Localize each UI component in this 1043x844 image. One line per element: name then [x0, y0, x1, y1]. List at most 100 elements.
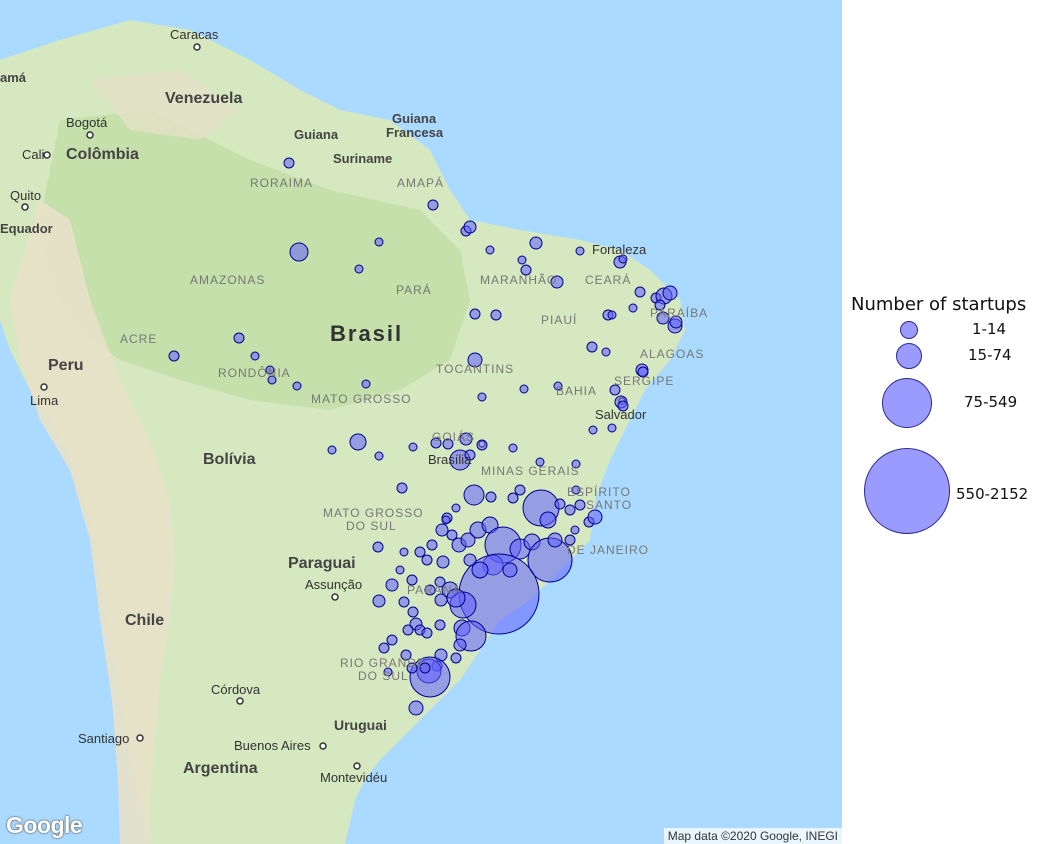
startup-bubble[interactable] — [408, 442, 418, 452]
startup-bubble[interactable] — [289, 242, 309, 262]
startup-bubble[interactable] — [485, 491, 497, 503]
startup-bubble[interactable] — [421, 554, 433, 566]
startup-bubble[interactable] — [618, 254, 628, 264]
startup-bubble[interactable] — [654, 299, 666, 311]
startup-bubble[interactable] — [434, 576, 446, 588]
startup-bubble[interactable] — [419, 662, 431, 674]
startup-bubble[interactable] — [574, 499, 586, 511]
startup-bubble[interactable] — [554, 498, 566, 510]
startup-bubble[interactable] — [517, 255, 527, 265]
startup-bubble[interactable] — [446, 529, 458, 541]
startup-bubble[interactable] — [463, 553, 477, 567]
startup-bubble[interactable] — [469, 308, 481, 320]
startup-bubble[interactable] — [398, 596, 410, 608]
startup-bubble[interactable] — [354, 264, 364, 274]
startup-bubble[interactable] — [607, 310, 617, 320]
startup-bubble[interactable] — [467, 352, 483, 368]
startup-bubble[interactable] — [402, 624, 414, 636]
startup-bubble[interactable] — [571, 459, 581, 469]
startup-bubble[interactable] — [424, 584, 436, 596]
startup-bubble[interactable] — [539, 511, 557, 529]
startup-bubble[interactable] — [547, 532, 563, 548]
startup-bubble[interactable] — [588, 425, 598, 435]
startup-bubble[interactable] — [406, 574, 418, 586]
startup-bubble[interactable] — [570, 525, 580, 535]
startup-bubble[interactable] — [586, 341, 598, 353]
startup-bubble[interactable] — [529, 236, 543, 250]
startup-bubble[interactable] — [550, 275, 564, 289]
startup-bubble[interactable] — [628, 303, 638, 313]
startup-bubble[interactable] — [434, 619, 446, 631]
startup-bubble[interactable] — [400, 649, 412, 661]
startup-bubble[interactable] — [406, 662, 418, 674]
startup-bubble[interactable] — [490, 309, 502, 321]
startup-bubble[interactable] — [450, 652, 462, 664]
startup-bubble[interactable] — [637, 366, 649, 378]
startup-bubble[interactable] — [459, 432, 473, 446]
startup-bubble[interactable] — [471, 561, 489, 579]
startup-bubble[interactable] — [292, 381, 302, 391]
startup-bubble[interactable] — [395, 565, 405, 575]
startup-bubble[interactable] — [609, 384, 621, 396]
startup-bubble[interactable] — [361, 379, 371, 389]
startup-bubble[interactable] — [421, 627, 433, 639]
startup-bubble[interactable] — [502, 562, 518, 578]
startup-bubble[interactable] — [601, 347, 611, 357]
startup-bubble[interactable] — [587, 509, 603, 525]
startup-bubble[interactable] — [396, 482, 408, 494]
startup-bubble[interactable] — [477, 392, 487, 402]
startup-bubble[interactable] — [460, 532, 476, 548]
startup-bubble[interactable] — [265, 365, 275, 375]
startup-bubble[interactable] — [430, 437, 442, 449]
map-attribution[interactable]: Map data ©2020 Google, INEGI — [663, 828, 842, 844]
startup-bubble[interactable] — [374, 237, 384, 247]
map[interactable]: Caracas Venezuela Bogotá Colômbia Cali Q… — [0, 0, 842, 844]
startup-bubble[interactable] — [441, 515, 451, 525]
startup-bubble[interactable] — [283, 157, 295, 169]
startup-bubble[interactable] — [453, 638, 467, 652]
startup-bubble[interactable] — [435, 523, 449, 537]
startup-bubble[interactable] — [374, 451, 384, 461]
startup-bubble[interactable] — [464, 449, 476, 461]
startup-bubble[interactable] — [575, 246, 585, 256]
startup-bubble[interactable] — [463, 220, 477, 234]
startup-bubble[interactable] — [426, 539, 438, 551]
startup-bubble[interactable] — [476, 439, 488, 451]
startup-bubble[interactable] — [372, 541, 384, 553]
startup-bubble[interactable] — [656, 311, 670, 325]
startup-bubble[interactable] — [514, 484, 526, 496]
startup-bubble[interactable] — [669, 315, 683, 329]
startup-bubble[interactable] — [535, 457, 545, 467]
startup-bubble[interactable] — [485, 245, 495, 255]
startup-bubble[interactable] — [571, 485, 581, 495]
startup-bubble[interactable] — [507, 492, 519, 504]
startup-bubble[interactable] — [607, 423, 617, 433]
startup-bubble[interactable] — [519, 384, 529, 394]
startup-bubble[interactable] — [634, 286, 646, 298]
startup-bubble[interactable] — [408, 700, 424, 716]
startup-bubble[interactable] — [168, 350, 180, 362]
startup-bubble[interactable] — [372, 594, 386, 608]
startup-bubble[interactable] — [564, 504, 576, 516]
startup-bubble[interactable] — [442, 438, 454, 450]
startup-bubble[interactable] — [564, 534, 576, 546]
startup-bubble[interactable] — [267, 375, 277, 385]
startup-bubble[interactable] — [414, 546, 426, 558]
startup-bubble[interactable] — [508, 443, 518, 453]
startup-bubble[interactable] — [617, 400, 629, 412]
startup-bubble[interactable] — [378, 642, 390, 654]
startup-bubble[interactable] — [553, 381, 563, 391]
startup-bubble[interactable] — [427, 199, 439, 211]
startup-bubble[interactable] — [383, 667, 393, 677]
startup-bubble[interactable] — [407, 606, 419, 618]
startup-bubble[interactable] — [434, 593, 448, 607]
startup-bubble[interactable] — [386, 634, 398, 646]
startup-bubble[interactable] — [349, 433, 367, 451]
startup-bubble[interactable] — [451, 503, 461, 513]
startup-bubble[interactable] — [662, 285, 678, 301]
startup-bubble[interactable] — [385, 578, 399, 592]
startup-bubble[interactable] — [436, 555, 450, 569]
startup-bubble[interactable] — [250, 351, 260, 361]
startup-bubble[interactable] — [233, 332, 245, 344]
startup-bubble[interactable] — [463, 484, 485, 506]
